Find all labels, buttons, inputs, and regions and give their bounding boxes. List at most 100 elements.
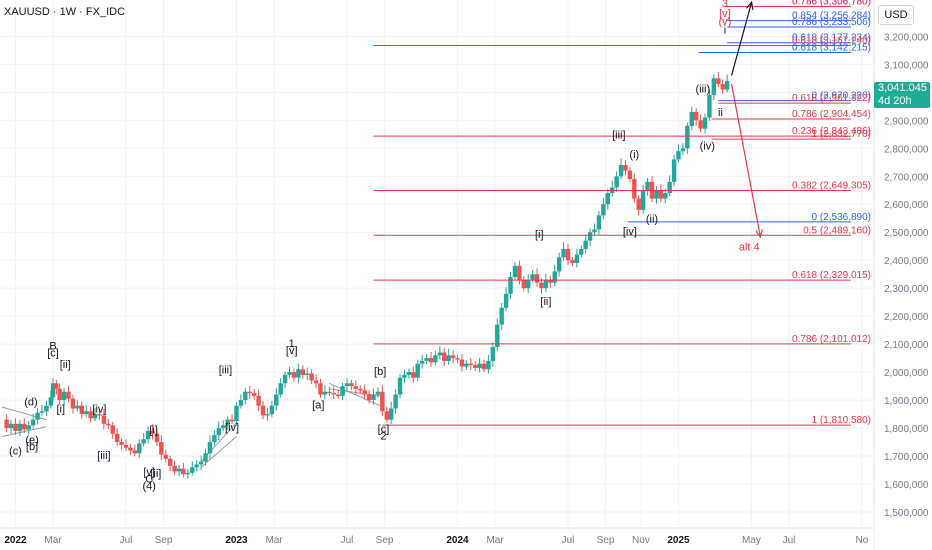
- candle-body: [13, 423, 18, 431]
- fib-label-1: 0.786 (3,306.780): [792, 0, 871, 7]
- fib-label-11: 1 (2,832.770): [812, 129, 872, 140]
- fib-label-8: 0.618 (2,961.322): [792, 93, 871, 104]
- candle-body: [159, 442, 164, 455]
- candle-body: [388, 408, 394, 420]
- candle-body: [247, 391, 252, 394]
- time-tick-label-15: Jul: [783, 535, 796, 546]
- candle-body: [419, 360, 425, 364]
- wave-label-28: (ii): [646, 213, 658, 225]
- candle-body: [477, 363, 482, 368]
- candle-body: [17, 423, 23, 431]
- candle-body: [636, 198, 641, 210]
- candle-body: [561, 249, 566, 258]
- candle-body: [154, 433, 160, 443]
- wave-label-15: [iii]: [219, 365, 232, 377]
- candle-body: [702, 117, 708, 129]
- fib-label-4: 0.618 (3,177.234): [792, 33, 871, 44]
- candle-body: [66, 391, 71, 399]
- candle-body: [22, 423, 27, 430]
- time-tick-label-16: No: [856, 535, 869, 546]
- candle-body: [366, 394, 372, 401]
- fib-label-5: 0.618 (3,167.240): [792, 36, 871, 47]
- candle-body: [645, 181, 650, 191]
- wave-label-12: C: [145, 474, 153, 486]
- time-axis: 2022 Mar Jul Sep 2023 Mar Jul Sep 2024 Mar Jul Sep N…: [0, 527, 874, 550]
- candle-body: [256, 395, 261, 406]
- candle-body: [512, 265, 518, 277]
- candle-body: [490, 346, 496, 361]
- candle-body: [640, 190, 646, 210]
- price-tick-label-0: 1,500,000: [884, 508, 929, 519]
- candle-body: [274, 394, 279, 406]
- wave-label-31: ii: [718, 107, 723, 119]
- candle-body: [402, 374, 407, 378]
- candle-body: [229, 419, 235, 422]
- candle-body: [618, 165, 624, 177]
- candle-body: [472, 365, 478, 368]
- candle-body: [207, 442, 213, 454]
- candle-body: [322, 391, 328, 395]
- candle-body: [172, 465, 177, 472]
- time-tick-label-4: 2023: [225, 535, 248, 546]
- fib-label-7: 0 (2,970.220): [812, 91, 872, 102]
- currency-selector[interactable]: USD: [878, 5, 914, 25]
- wave-label-8: [iv]: [92, 404, 106, 416]
- alt4-projection-arrow: [730, 83, 761, 236]
- candle-body: [592, 229, 597, 233]
- time-tick-label-7: Sep: [376, 535, 394, 546]
- candle-body: [119, 442, 124, 445]
- candle-body: [468, 363, 473, 366]
- fib-label-0: 0.786 (3,306.780): [792, 0, 871, 7]
- candle-body: [8, 423, 14, 429]
- candle-body: [406, 372, 412, 375]
- wave-labels: (d)(c)(e)[b]B[c][ii][i] [iv][iii][i][v]C(…: [9, 0, 760, 493]
- candle-body: [141, 439, 146, 444]
- price-tick-label-7: 2,200,000: [884, 312, 929, 323]
- candle-body: [623, 165, 628, 171]
- candle-body: [203, 453, 208, 462]
- candle-body: [437, 352, 443, 356]
- candle-body: [305, 373, 310, 375]
- wave-label-17: 1: [289, 338, 295, 350]
- candle-body: [282, 374, 288, 384]
- candle-body: [265, 414, 270, 416]
- candle-body: [278, 383, 283, 395]
- countdown-value: 4d 20h: [878, 95, 912, 107]
- fib-label-13: 0 (2,536.890): [812, 212, 872, 223]
- candle-body: [353, 386, 359, 389]
- candle-body: [313, 380, 319, 384]
- candle-body: [539, 282, 544, 289]
- candle-body: [543, 279, 549, 289]
- time-tick-label-5: Mar: [265, 535, 283, 546]
- time-axis-bg: [0, 528, 874, 550]
- candle-body: [114, 433, 120, 443]
- fib-label-16: 0.786 (2,101.012): [792, 334, 871, 345]
- fib-label-17: 1 (1,810.580): [812, 415, 872, 426]
- wave-label-23: [i]: [535, 229, 544, 241]
- grid-layer: [0, 0, 873, 526]
- candle-body: [92, 414, 98, 419]
- wave-label-3: [b]: [26, 441, 38, 453]
- candle-body: [101, 415, 107, 424]
- candle-body: [344, 383, 350, 387]
- fib-label-9: 0.786 (2,904.454): [792, 109, 871, 120]
- wave-label-0: (d): [24, 397, 37, 409]
- price-tick-label-11: 2,600,000: [884, 200, 929, 211]
- time-tick-label-3: Sep: [155, 535, 173, 546]
- time-tick-label-9: Mar: [486, 535, 504, 546]
- candle-body: [331, 393, 336, 395]
- wave-label-29: (iii): [695, 83, 710, 95]
- candle-body: [83, 411, 89, 415]
- candle-body: [450, 355, 456, 359]
- wave-label-7: [i]: [56, 404, 65, 416]
- candle-body: [601, 204, 606, 216]
- candle-body: [556, 257, 562, 272]
- candle-body: [75, 405, 80, 409]
- candle-body: [48, 397, 54, 406]
- time-tick-label-0: 2022: [4, 535, 27, 546]
- candle-body: [194, 464, 199, 468]
- time-tick-label-14: May: [742, 535, 761, 546]
- fib-label-10: 0.236 (2,843.486): [792, 126, 871, 137]
- fib-label-15: 0.618 (2,329.015): [792, 270, 871, 281]
